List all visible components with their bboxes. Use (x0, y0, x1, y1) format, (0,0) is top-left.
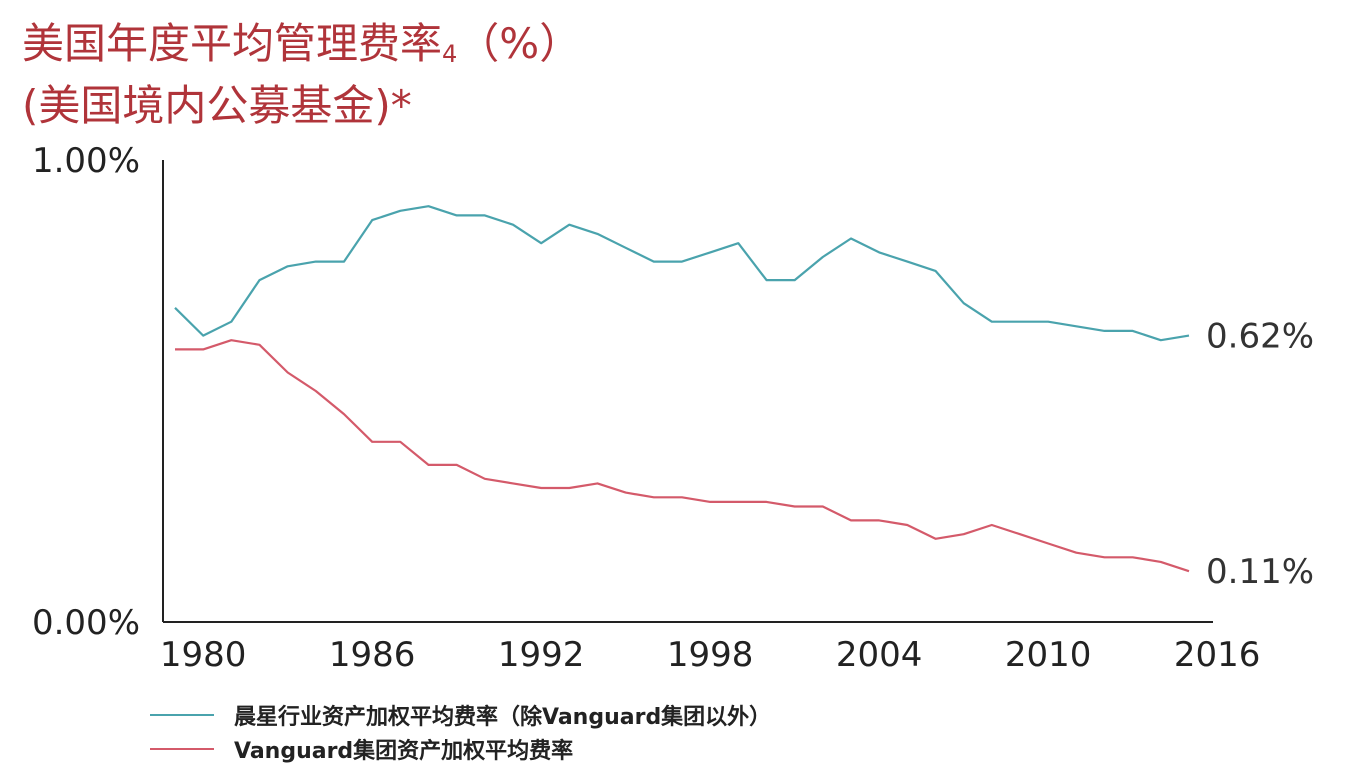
x-tick-label: 2004 (836, 635, 923, 675)
x-tick-label: 1998 (667, 635, 754, 675)
end-labels: 0.62% 0.11% (1206, 317, 1314, 593)
chart-title-line2: (美国境内公募基金)* (22, 81, 412, 130)
legend-label-industry: 晨星行业资产加权平均费率（除Vanguard集团以外） (234, 705, 772, 730)
y-tick-label: 0.00% (32, 603, 140, 643)
tick-labels: 1980 1986 1992 1998 2004 2010 2016 1.00% 0.00% (32, 141, 1260, 675)
x-tick-label: 2010 (1005, 635, 1092, 675)
legend-label-vanguard: Vanguard集团资产加权平均费率 (234, 739, 574, 764)
legend-item-vanguard: Vanguard集团资产加权平均费率 (150, 732, 771, 766)
legend-item-industry: 晨星行业资产加权平均费率（除Vanguard集团以外） (150, 698, 771, 732)
y-tick-label: 1.00% (32, 141, 140, 181)
x-tick-label: 1992 (498, 635, 585, 675)
series-lines (174, 205, 1190, 573)
series-line-industry (174, 205, 1190, 342)
end-label-industry: 0.62% (1206, 317, 1314, 357)
x-tick-label: 2016 (1174, 635, 1261, 675)
x-tick-label: 1980 (160, 635, 247, 675)
series-line-vanguard (175, 339, 1190, 573)
chart-title-line1: 美国年度平均管理费率4（%） (22, 19, 582, 68)
end-label-vanguard: 0.11% (1206, 552, 1314, 592)
x-tick-label: 1986 (329, 635, 416, 675)
axes (162, 160, 1213, 623)
legend: 晨星行业资产加权平均费率（除Vanguard集团以外） Vanguard集团资产… (150, 698, 771, 766)
chart-title: 美国年度平均管理费率4（%） (美国境内公募基金)* (22, 18, 581, 132)
legend-swatch-vanguard (150, 748, 214, 750)
legend-swatch-industry (150, 714, 214, 716)
